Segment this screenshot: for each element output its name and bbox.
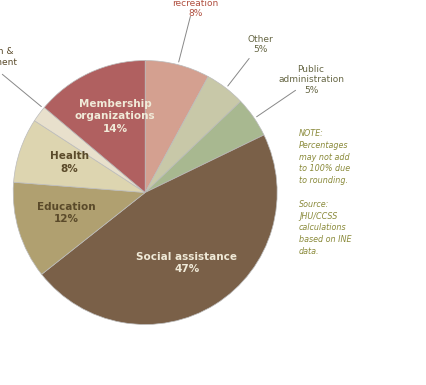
Text: Education
12%: Education 12% <box>37 202 95 224</box>
Wedge shape <box>14 121 145 192</box>
Text: Public
administration
5%: Public administration 5% <box>277 65 343 95</box>
Text: NOTE:
Percentages
may not add
to 100% due
to rounding.

Source:
JHU/CCSS
calcula: NOTE: Percentages may not add to 100% du… <box>298 129 351 256</box>
Text: Health
8%: Health 8% <box>49 151 88 174</box>
Wedge shape <box>35 107 145 192</box>
Text: Membership
organizations
14%: Membership organizations 14% <box>75 99 155 134</box>
Wedge shape <box>145 101 263 192</box>
Wedge shape <box>13 182 145 275</box>
Wedge shape <box>41 135 276 325</box>
Text: Research &
development
2%: Research & development 2% <box>0 47 17 77</box>
Text: Other
5%: Other 5% <box>247 35 272 54</box>
Text: Arts,
entertainment,
recreation
8%: Arts, entertainment, recreation 8% <box>161 0 229 18</box>
Wedge shape <box>145 60 208 192</box>
Wedge shape <box>44 60 145 192</box>
Text: Social assistance
47%: Social assistance 47% <box>136 252 237 274</box>
Wedge shape <box>145 77 240 192</box>
